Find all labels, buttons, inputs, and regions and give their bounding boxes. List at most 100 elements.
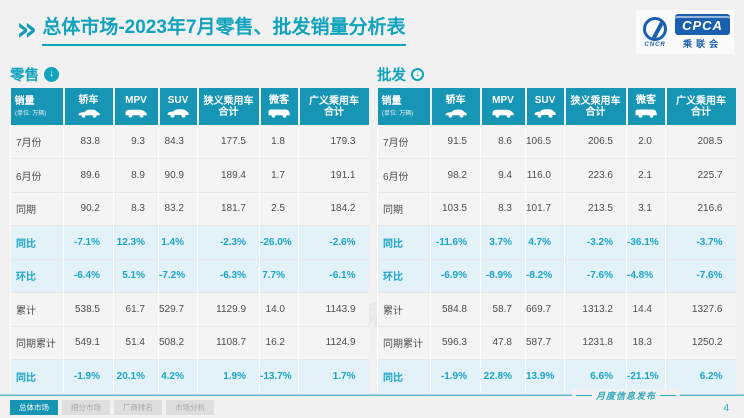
row-label: 同期 [10,191,64,226]
tab-overall-market[interactable]: 总体市场 [10,400,58,415]
cell-narrow-pv-total: 223.6 [564,158,627,192]
cell-mpv: 61.7 [113,292,159,326]
cell-mpv: 58.7 [480,292,526,326]
cell-broad-pv-total: 191.1 [298,158,369,192]
cell-mpv: 20.1% [113,359,159,393]
col-label2: 合计 [585,106,606,118]
table-row: 环比 -6.4% 5.1% -7.2% -6.3% 7.7% -6.1% [10,258,369,293]
cell-sedan: 90.2 [63,191,114,226]
cell-suv: 101.7 [525,191,565,226]
column-header-narrow-pv-total: 狭义乘用车 合计 [196,88,260,125]
cell-broad-pv-total: -6.1% [298,258,369,293]
table-row: 累计 584.8 58.7 669.7 1313.2 14.4 1327.6 [377,292,736,326]
cell-suv: 90.9 [158,158,198,192]
column-header-suv: SUV [524,88,565,125]
cell-microvan: 2.0 [626,125,666,159]
page-title-bold: 总体市场 [42,17,119,38]
sedan-icon [78,109,100,118]
cell-narrow-pv-total: 177.5 [197,125,260,159]
column-header-sedan: 轿车 [429,88,481,125]
mpv-icon [492,109,514,118]
wholesale-section-label: 批发 [377,67,406,84]
microvan-icon [635,109,657,118]
table-row: 同比 -1.9% 20.1% 4.2% 1.9% -13.7% 1.7% [10,359,369,393]
cell-sedan: -6.9% [430,258,481,293]
cell-suv: 529.7 [158,292,198,326]
dash-line [575,395,592,396]
cell-sedan: -1.9% [430,359,481,393]
row-label: 7月份 [10,125,64,159]
cell-microvan: 2.5 [259,191,299,226]
tab-segment-market[interactable]: 细分市场 [62,400,110,415]
cell-suv: 4.7% [525,225,565,259]
retail-section-header: 零售 ↓ [10,62,368,86]
tab-manufacturer-ranking[interactable]: 厂商排名 [114,400,162,415]
cell-microvan: 14.4 [626,292,666,326]
cell-suv: 13.9% [525,359,565,393]
cell-mpv: 3.7% [480,225,526,259]
down-arrow-outline-icon: ↓ [411,67,424,81]
cell-microvan: 2.1 [626,158,666,192]
col-label: 销量 [381,96,402,107]
row-label: 累计 [10,292,64,326]
cell-mpv: 8.3 [480,191,526,226]
cell-broad-pv-total: -7.6% [665,258,736,293]
col-label: MPV [492,95,514,106]
row-label: 6月份 [377,158,431,192]
cell-broad-pv-total: 216.6 [665,191,736,226]
table-row: 7月份 83.8 9.3 84.3 177.5 1.8 179.3 [10,125,369,159]
table-row: 同期 103.5 8.3 101.7 213.5 3.1 216.6 [377,191,736,226]
col-label: 微客 [636,95,656,106]
row-label: 同期累计 [10,325,64,360]
retail-table-body: 7月份 83.8 9.3 84.3 177.5 1.8 179.3 6月份 89… [10,125,369,393]
col-label: 广义乘用车 [309,95,359,107]
cell-sedan: 83.8 [63,125,114,159]
cell-suv: 116.0 [525,158,565,192]
column-header-microvan: 微客 [258,88,299,125]
suv-icon [534,109,556,118]
cell-suv: -8.2% [525,258,565,293]
col-label: SUV [534,95,556,106]
cell-sedan: -1.9% [63,359,114,393]
cell-mpv: 47.8 [480,325,526,360]
cell-sedan: 89.6 [63,158,114,192]
table-row: 同期累计 549.1 51.4 508.2 1108.7 16.2 1124.9 [10,325,369,360]
cell-sedan: 103.5 [430,191,481,226]
cell-narrow-pv-total: -2.3% [197,225,260,259]
cell-sedan: -11.6% [430,225,481,259]
cell-narrow-pv-total: -6.3% [197,258,260,293]
cell-mpv: 8.6 [480,125,526,159]
cell-narrow-pv-total: 189.4 [197,158,260,192]
cell-microvan: 16.2 [259,325,299,360]
col-label: 微客 [269,95,289,106]
cell-sedan: 538.5 [63,292,114,326]
tab-market-analysis[interactable]: 市场分析 [166,400,214,415]
cell-microvan: -4.8% [626,258,666,293]
column-header-mpv: MPV [479,88,526,125]
col-label2: 合计 [691,106,711,118]
col-label: SUV [167,95,189,106]
wholesale-panel: 批发 ↓ 销量 (单位: 万辆) 轿车 MPV [377,62,736,393]
cell-broad-pv-total: -3.7% [665,225,736,259]
dash-line [660,395,676,396]
cell-narrow-pv-total: 206.5 [564,125,627,159]
org-name: 乘联会 [682,39,722,49]
cell-narrow-pv-total: -3.2% [564,225,627,259]
column-header-suv: SUV [157,88,198,125]
table-row: 累计 538.5 61.7 529.7 1129.9 14.0 1143.9 [10,292,369,326]
col-label: 狭义乘用车 [203,95,254,107]
row-label: 同期 [377,191,431,226]
cell-microvan: 14.0 [259,292,299,326]
col-label: 广义乘用车 [676,95,726,107]
cell-microvan: 3.1 [626,191,666,226]
col-label2: 合计 [324,106,344,118]
wholesale-table-body: 7月份 91.5 8.6 106.5 206.5 2.0 208.5 6月份 9… [377,125,736,393]
row-label: 环比 [10,258,64,293]
down-arrow-filled-icon: ↓ [44,66,59,82]
col-label: 轿车 [445,95,466,106]
cell-suv: 106.5 [525,125,565,159]
emblem-circle-icon [643,16,668,41]
cell-mpv: 9.4 [480,158,526,192]
cell-broad-pv-total: 1327.6 [665,292,736,326]
